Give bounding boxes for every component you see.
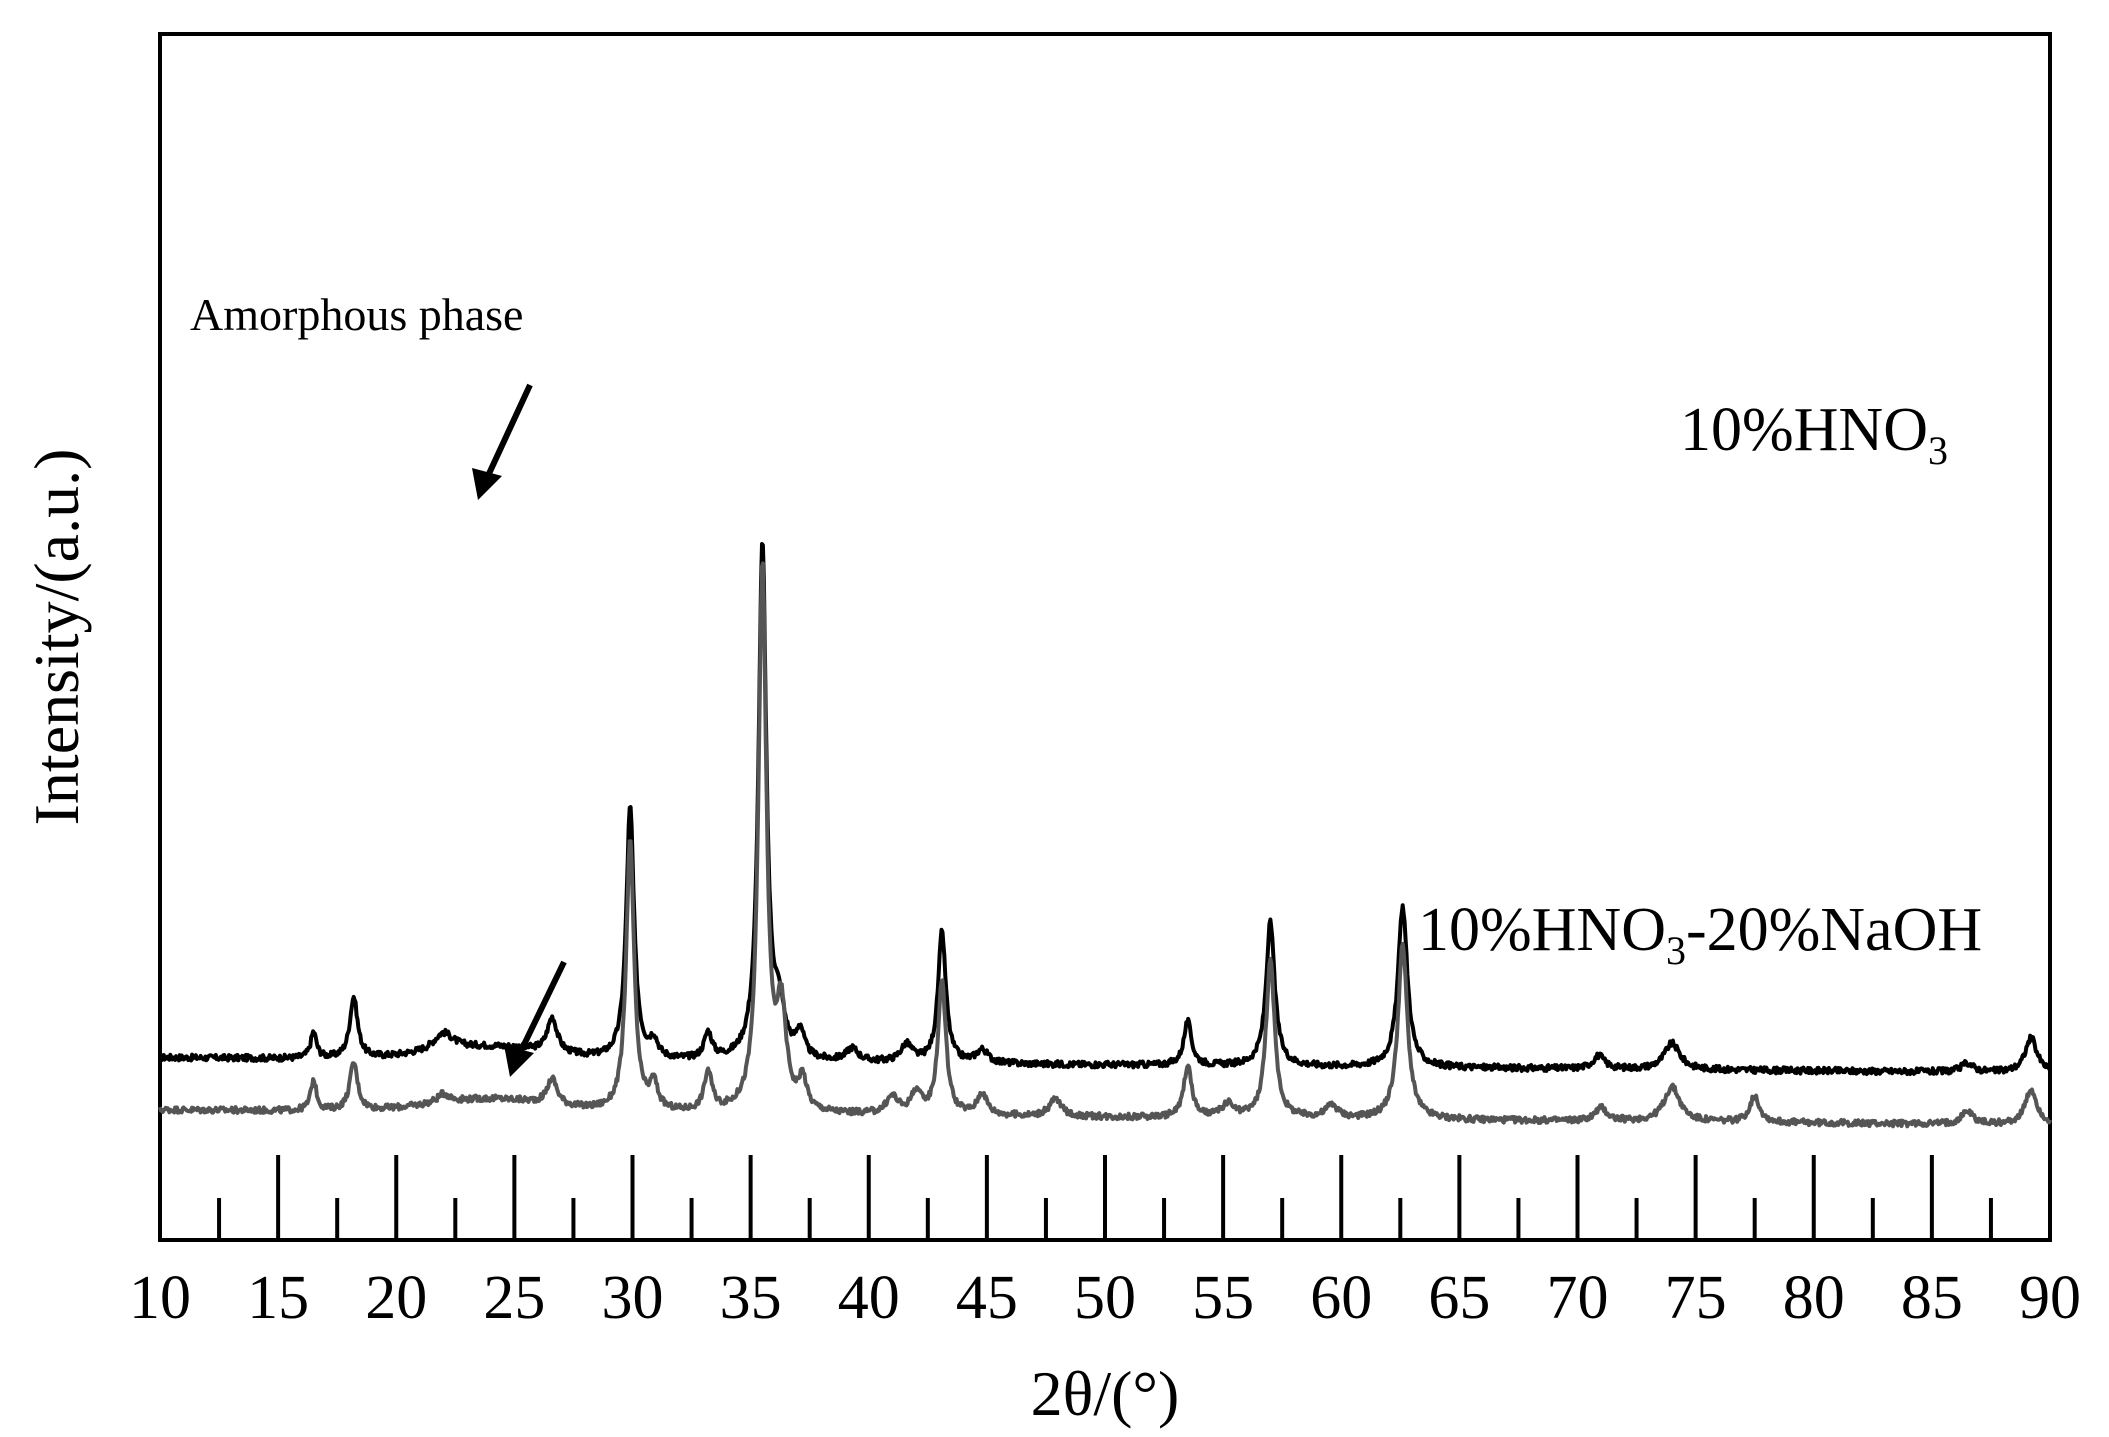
y-axis-title: Intensity/(a.u.) xyxy=(21,449,92,826)
x-axis-ticks xyxy=(158,1155,2052,1240)
plot-frame xyxy=(158,32,2052,1242)
series-label-10-hno3-sub: 3 xyxy=(1928,428,1948,473)
series-line-10-hno3-20-naoh xyxy=(158,561,2052,1129)
x-tick-label: 40 xyxy=(838,1264,900,1332)
x-tick-label: 85 xyxy=(1901,1264,1963,1332)
x-tick-label: 70 xyxy=(1547,1264,1609,1332)
x-tick-label: 80 xyxy=(1783,1264,1845,1332)
arrow-icon-amorphous-bottom xyxy=(504,960,567,1077)
x-tick-label: 65 xyxy=(1428,1264,1490,1332)
series-line-10-hno3 xyxy=(158,542,2052,1077)
x-tick-label: 45 xyxy=(956,1264,1018,1332)
x-tick-label: 55 xyxy=(1192,1264,1254,1332)
series-label-10-hno3-main: 10%HNO xyxy=(1680,396,1928,464)
x-axis-tick-labels: 10 15 20 25 30 35 40 45 50 55 60 65 70 75 80 85 90 xyxy=(129,1264,2081,1332)
x-tick-label: 35 xyxy=(720,1264,782,1332)
series-lines xyxy=(158,542,2052,1129)
x-tick-label: 50 xyxy=(1074,1264,1136,1332)
x-axis-title: 2θ/(°) xyxy=(1031,1358,1180,1429)
series-label-10-hno3: 10%HNO3 xyxy=(1680,396,1948,473)
series-label-naoh-sub: 3 xyxy=(1666,928,1686,973)
x-tick-label: 20 xyxy=(365,1264,427,1332)
x-tick-label: 10 xyxy=(129,1264,191,1332)
series-label-naoh-main: 10%HNO xyxy=(1418,896,1666,964)
annotation-amorphous-phase: Amorphous phase xyxy=(190,289,523,340)
x-tick-label: 75 xyxy=(1665,1264,1727,1332)
arrow-icon-amorphous-top xyxy=(472,383,533,500)
x-tick-label: 60 xyxy=(1310,1264,1372,1332)
x-tick-label: 90 xyxy=(2019,1264,2081,1332)
x-tick-label: 30 xyxy=(602,1264,664,1332)
x-tick-label: 25 xyxy=(483,1264,545,1332)
series-label-naoh-tail: -20%NaOH xyxy=(1686,896,1982,964)
x-tick-label: 15 xyxy=(247,1264,309,1332)
series-label-10-hno3-20-naoh: 10%HNO3-20%NaOH xyxy=(1418,896,1982,973)
